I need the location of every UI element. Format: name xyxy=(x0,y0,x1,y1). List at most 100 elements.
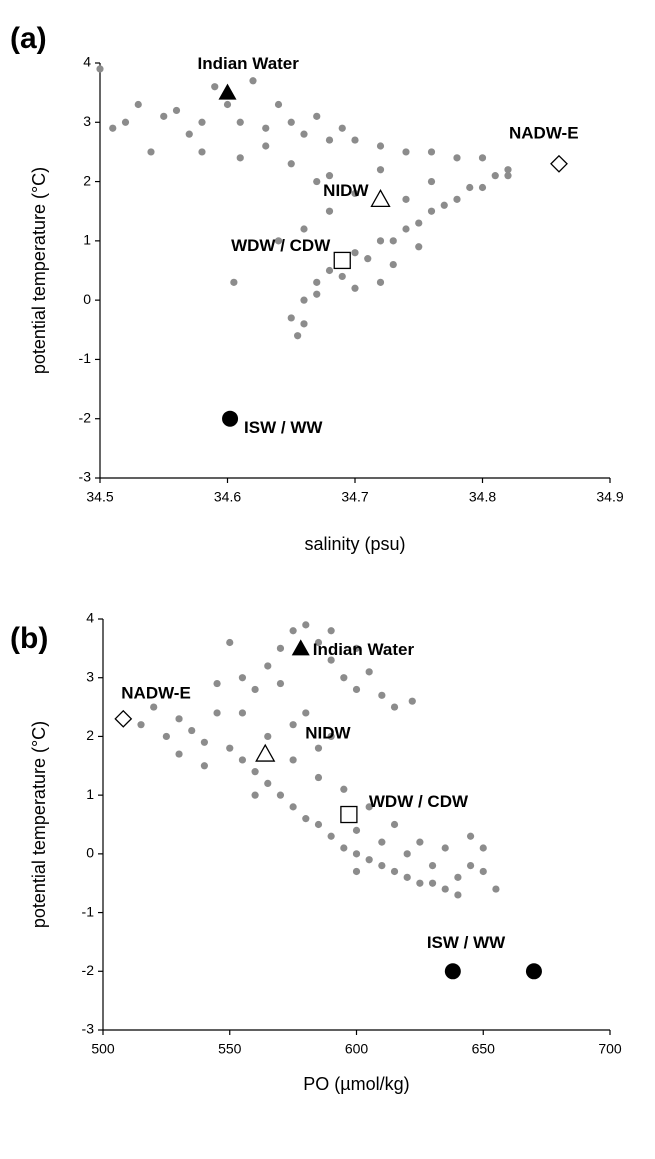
data-point xyxy=(150,703,158,711)
data-point xyxy=(325,136,334,144)
data-point xyxy=(314,744,323,752)
y-tick-label: 1 xyxy=(86,786,94,802)
data-point xyxy=(200,738,208,746)
data-point xyxy=(466,832,475,840)
data-point xyxy=(427,207,436,215)
data-point xyxy=(327,627,335,635)
data-point xyxy=(504,166,512,174)
data-point xyxy=(427,177,436,186)
data-point xyxy=(314,820,323,829)
end-member-marker xyxy=(333,251,351,270)
data-point xyxy=(175,715,183,723)
data-point xyxy=(415,243,423,251)
data-point xyxy=(109,124,117,132)
x-tick-label: 34.9 xyxy=(596,489,623,505)
data-point xyxy=(365,856,373,864)
data-point xyxy=(376,237,385,245)
data-point xyxy=(352,867,361,876)
data-point xyxy=(185,130,193,138)
end-member-label: NADW-E xyxy=(121,683,191,702)
end-member-marker xyxy=(370,189,391,208)
data-point xyxy=(378,691,386,699)
data-point xyxy=(340,674,348,682)
data-point xyxy=(289,756,297,764)
y-tick-label: -2 xyxy=(79,409,92,425)
x-tick-label: 600 xyxy=(345,1041,369,1057)
data-point xyxy=(408,697,416,705)
data-point xyxy=(213,709,221,717)
data-point xyxy=(365,803,373,811)
data-point xyxy=(340,785,348,793)
data-point xyxy=(402,195,410,203)
end-member-marker xyxy=(291,639,310,656)
data-point xyxy=(402,148,410,156)
data-point xyxy=(504,172,512,180)
end-member-label: NIDW xyxy=(305,724,351,743)
data-point xyxy=(390,703,399,711)
data-point xyxy=(262,124,270,132)
y-tick-label: 4 xyxy=(83,54,91,70)
data-point xyxy=(390,867,399,876)
data-point xyxy=(313,177,321,186)
data-point xyxy=(314,638,323,647)
data-point xyxy=(226,638,234,647)
data-point xyxy=(365,668,373,676)
data-point xyxy=(454,891,462,899)
data-point xyxy=(289,627,297,635)
data-point xyxy=(364,255,372,263)
data-point xyxy=(264,779,272,788)
data-point xyxy=(466,183,474,192)
data-point xyxy=(402,225,410,233)
data-point xyxy=(313,278,321,286)
data-point xyxy=(226,744,234,752)
data-point xyxy=(378,862,386,870)
end-member-marker xyxy=(444,963,461,980)
data-point xyxy=(238,756,247,764)
data-point xyxy=(427,148,436,156)
y-tick-label: -1 xyxy=(79,350,92,366)
data-point xyxy=(302,621,310,629)
data-point xyxy=(378,838,386,846)
data-point xyxy=(287,160,295,168)
data-point xyxy=(200,762,208,770)
y-tick-label: -2 xyxy=(82,962,95,978)
data-point xyxy=(479,867,487,876)
x-tick-label: 650 xyxy=(472,1041,496,1057)
data-point xyxy=(238,709,247,717)
y-tick-label: 2 xyxy=(86,727,94,743)
data-point xyxy=(137,721,145,729)
data-point xyxy=(96,65,104,73)
x-tick-label: 550 xyxy=(218,1041,242,1057)
data-point xyxy=(428,862,437,870)
data-point xyxy=(276,791,285,799)
data-point xyxy=(198,148,206,156)
data-point xyxy=(172,106,181,115)
x-tick-label: 34.8 xyxy=(469,489,496,505)
y-axis-label: potential temperature (°C) xyxy=(29,721,49,928)
data-point xyxy=(213,679,221,688)
data-point xyxy=(262,142,270,150)
data-point xyxy=(289,803,297,811)
panel-label: (a) xyxy=(10,22,47,55)
y-tick-label: 1 xyxy=(83,232,91,248)
data-point xyxy=(441,885,449,893)
x-axis-label: salinity (psu) xyxy=(304,534,405,554)
data-point xyxy=(479,844,487,852)
data-point xyxy=(327,656,335,664)
y-tick-label: 3 xyxy=(83,113,91,129)
data-point xyxy=(351,249,359,257)
data-point xyxy=(274,237,283,245)
end-member-label: NIDW xyxy=(323,181,369,200)
data-point xyxy=(325,207,334,215)
data-point xyxy=(492,885,500,893)
end-member-label: NADW-E xyxy=(509,123,579,142)
data-point xyxy=(313,290,321,298)
data-point xyxy=(389,260,397,269)
data-point xyxy=(327,832,335,840)
data-point xyxy=(287,118,295,126)
data-point xyxy=(249,77,257,85)
data-point xyxy=(276,679,285,688)
x-tick-label: 34.7 xyxy=(341,489,368,505)
data-point xyxy=(454,873,462,881)
data-point xyxy=(403,873,411,881)
